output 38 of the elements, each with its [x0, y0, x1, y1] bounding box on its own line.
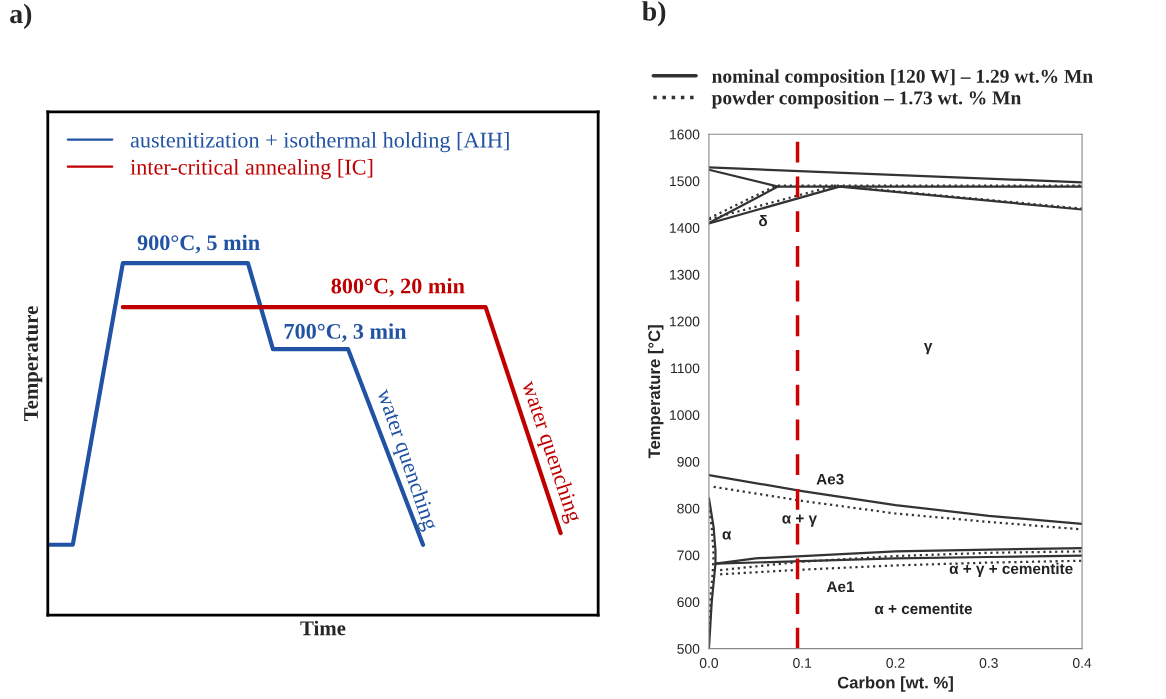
y-tick-label: 900: [677, 456, 700, 467]
annotation: α + γ + cementite: [949, 562, 1073, 578]
x-tick-label: 0.3: [979, 658, 998, 668]
annotation: α: [722, 531, 732, 540]
y-tick-label: 800: [677, 503, 700, 514]
annotation: δ: [759, 215, 768, 227]
y-tick-label: 1400: [670, 223, 700, 233]
annotation: Ae3: [816, 473, 844, 485]
annotation: 800°C, 20 min: [331, 277, 465, 297]
annotation: α + γ: [782, 514, 817, 527]
text: 900°C, 5 min: [137, 234, 260, 254]
y-tick-label: 1000: [670, 410, 700, 420]
x-axis-title: Time: [300, 620, 346, 636]
chart-title: a): [10, 3, 32, 29]
y-tick-label: 1200: [670, 316, 700, 327]
annotation: γ: [923, 343, 933, 355]
annotation: 700°C, 3 min: [284, 323, 407, 343]
x-tick-label: 0.2: [886, 658, 905, 668]
x-axis-title: Carbon [wt. %]: [837, 676, 953, 692]
legend-label: powder composition – 1.73 wt. % Mn: [711, 90, 1021, 109]
legend-label: nominal composition [120 W] – 1.29 wt.% Mn: [712, 69, 1093, 87]
y-tick-label: 600: [677, 597, 700, 608]
y-tick-label: 1600: [670, 129, 700, 140]
y-tick-label: 1100: [671, 363, 700, 374]
y-tick-label: 1500: [670, 176, 700, 187]
legend-label: austenitization + isothermal holding [AIH]: [130, 131, 509, 153]
x-tick-label: 0.1: [793, 658, 812, 668]
y-tick-label: 1300: [670, 269, 700, 280]
x-tick-label: 0.4: [1072, 658, 1092, 668]
y-tick-label: 500: [677, 644, 700, 654]
y-axis-title: Temperature [°C]: [647, 325, 664, 459]
y-axis-title: Temperature: [24, 306, 43, 422]
legend-label: inter-critical annealing [IC]: [130, 158, 373, 180]
y-tick-label: 700: [677, 550, 700, 561]
x-tick-label: 0.0: [699, 658, 719, 668]
annotation: Ae1: [826, 581, 855, 593]
annotation: α + cementite: [875, 602, 973, 615]
chart-title: b): [642, 1, 666, 27]
